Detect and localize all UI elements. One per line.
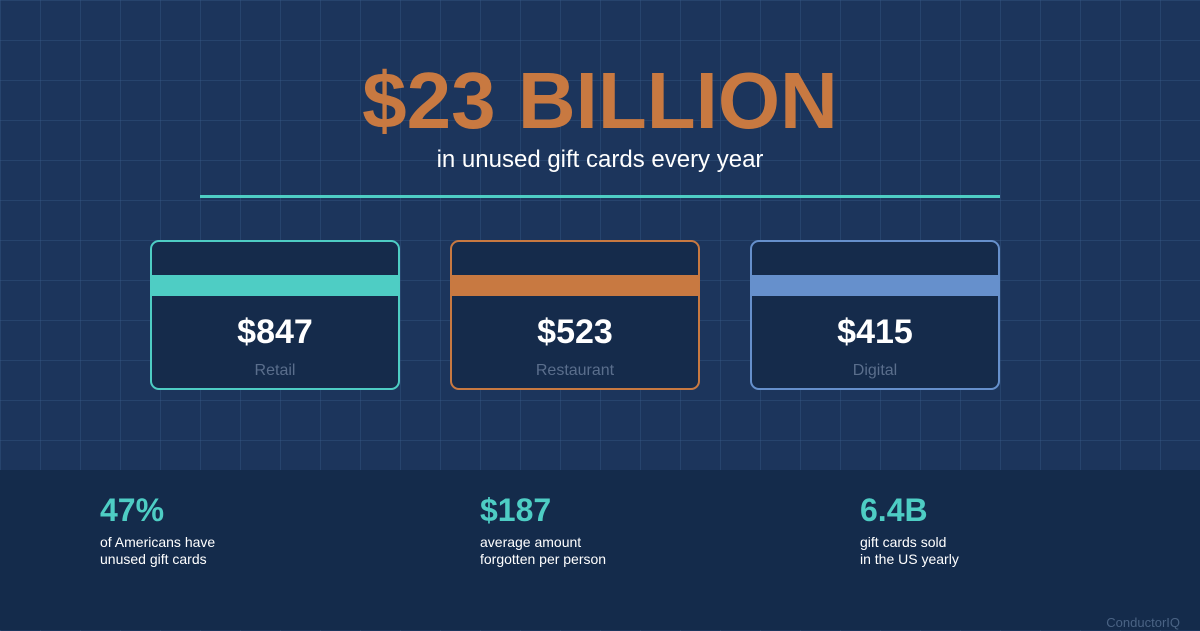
stat-desc-line: forgotten per person (480, 551, 607, 567)
headline-subtitle: in unused gift cards every year (436, 146, 764, 173)
card-label: Restaurant (535, 362, 615, 379)
card-label: Retail (254, 362, 296, 379)
stat-value: 47% (100, 492, 165, 528)
card-amount: $523 (537, 313, 613, 351)
stat-cards-sold: 6.4B gift cards sold in the US yearly (860, 490, 1160, 568)
stat-description: of Americans have unused gift cards (100, 534, 400, 568)
stat-desc-line: unused gift cards (100, 551, 207, 567)
card-stripe (452, 275, 698, 296)
gift-card-retail: $847 Retail (150, 240, 400, 390)
stat-desc-line: in the US yearly (860, 551, 959, 567)
card-stripe (152, 275, 398, 296)
stat-average-amount: $187 average amount forgotten per person (480, 490, 780, 568)
stat-value: $187 (480, 492, 552, 528)
stats-band (0, 470, 1200, 630)
stat-value: 6.4B (860, 492, 928, 528)
stat-description: average amount forgotten per person (480, 534, 780, 568)
divider (200, 195, 1000, 198)
stat-description: gift cards sold in the US yearly (860, 534, 1160, 568)
stat-desc-line: average amount (480, 534, 582, 550)
brand-watermark: ConductorIQ (1106, 615, 1180, 630)
card-amount: $847 (237, 313, 313, 351)
gift-card-restaurant: $523 Restaurant (450, 240, 700, 390)
gift-card-digital: $415 Digital (750, 240, 1000, 390)
card-stripe (752, 275, 998, 296)
stat-americans: 47% of Americans have unused gift cards (100, 490, 400, 568)
headline-title: $23 BILLION (362, 56, 838, 145)
stat-desc-line: gift cards sold (860, 534, 947, 550)
stat-desc-line: of Americans have (100, 534, 216, 550)
card-amount: $415 (837, 313, 913, 351)
card-label: Digital (852, 362, 898, 379)
